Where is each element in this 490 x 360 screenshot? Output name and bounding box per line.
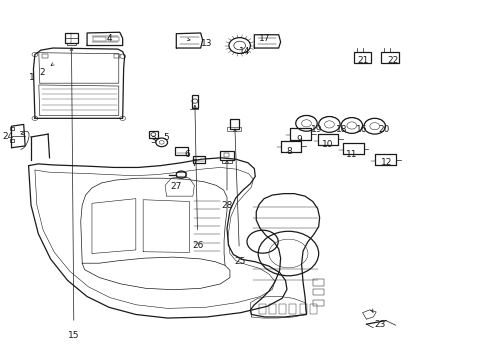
Text: 22: 22: [387, 57, 398, 66]
Text: 5: 5: [164, 133, 170, 142]
Text: 28: 28: [221, 201, 233, 210]
Bar: [259, 305, 266, 315]
Bar: [313, 279, 323, 286]
Text: 21: 21: [358, 57, 369, 66]
Bar: [108, 37, 119, 41]
Bar: [42, 54, 48, 58]
Bar: [310, 305, 317, 315]
Bar: [10, 139, 14, 142]
Text: 11: 11: [346, 150, 358, 159]
Text: 23: 23: [374, 320, 385, 329]
Text: 14: 14: [239, 47, 250, 56]
Bar: [67, 43, 76, 45]
Text: 20: 20: [379, 125, 390, 134]
Text: 16: 16: [356, 125, 368, 134]
Text: 7: 7: [192, 159, 197, 168]
Bar: [176, 172, 186, 177]
Text: 1: 1: [29, 73, 35, 82]
Bar: [279, 305, 286, 315]
Bar: [193, 156, 205, 163]
Text: 9: 9: [296, 135, 302, 144]
Bar: [354, 52, 371, 63]
Text: 3: 3: [150, 136, 156, 145]
Bar: [313, 300, 323, 306]
Text: 13: 13: [201, 39, 212, 48]
Bar: [192, 95, 198, 108]
Text: 2: 2: [39, 68, 45, 77]
Text: 17: 17: [259, 34, 271, 43]
Bar: [65, 33, 78, 43]
Bar: [227, 127, 241, 131]
Text: 8: 8: [287, 147, 293, 156]
Bar: [10, 127, 14, 130]
Text: 4: 4: [106, 34, 112, 43]
Bar: [220, 151, 234, 160]
Bar: [290, 305, 296, 315]
Text: 24: 24: [2, 132, 13, 141]
Text: 26: 26: [192, 241, 203, 250]
Text: 18: 18: [336, 125, 348, 134]
Text: 6: 6: [184, 150, 190, 159]
Bar: [149, 131, 158, 138]
Text: 15: 15: [68, 332, 80, 341]
Bar: [114, 54, 120, 58]
Bar: [175, 147, 189, 155]
Text: 12: 12: [381, 158, 392, 167]
Bar: [222, 160, 232, 163]
Bar: [313, 289, 323, 296]
Bar: [269, 305, 276, 315]
Bar: [230, 119, 239, 129]
Bar: [94, 37, 106, 41]
Text: 10: 10: [322, 140, 333, 149]
Text: 19: 19: [311, 125, 322, 134]
Text: 25: 25: [234, 257, 245, 266]
Bar: [300, 305, 307, 315]
Bar: [381, 52, 399, 63]
Text: 27: 27: [171, 182, 182, 191]
Bar: [223, 153, 229, 157]
